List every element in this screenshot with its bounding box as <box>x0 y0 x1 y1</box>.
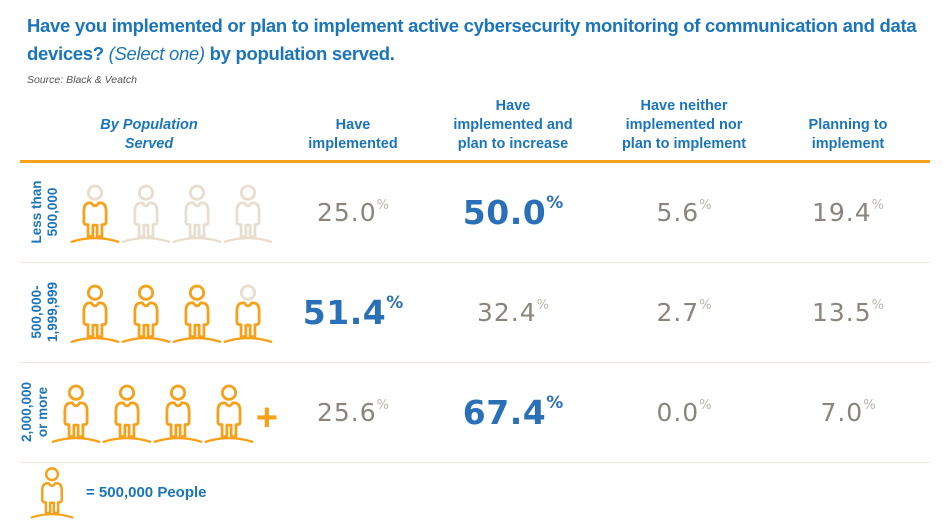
page-title: Have you implemented or plan to implemen… <box>27 12 927 68</box>
header-divider-rule <box>20 159 930 163</box>
person-icon <box>51 383 101 445</box>
person-icon <box>70 283 120 345</box>
value-cell: 0.0% <box>656 397 712 427</box>
person-icon <box>223 283 273 345</box>
pictograph-icons: + <box>51 379 278 445</box>
legend-label: = 500,000 People <box>86 484 207 501</box>
person-icon <box>172 183 222 245</box>
pictograph-icons <box>70 179 273 245</box>
population-cell: Less than 500,000 <box>20 163 278 262</box>
value-cell: 25.6% <box>316 397 390 427</box>
title-suffix: by population served. <box>209 42 395 64</box>
value-cell: 19.4% <box>811 197 885 227</box>
pictograph-icons <box>70 279 273 345</box>
legend-person-icon <box>30 465 74 520</box>
person-icon <box>172 283 222 345</box>
population-cell: 500,000- 1,999,999 <box>20 263 278 362</box>
title-select-note: (Select one) <box>108 42 205 64</box>
population-cell: 2,000,000 or more + <box>19 363 278 462</box>
value-cell: 32.4% <box>476 297 550 327</box>
person-icon <box>223 183 273 245</box>
plus-icon: + <box>255 397 278 439</box>
title-main: Have you implemented or plan to implemen… <box>27 15 917 64</box>
value-cell-highlighted: 67.4% <box>462 392 564 432</box>
source-attribution: Source: Black & Veatch <box>27 73 137 86</box>
row-label-500k-to-2m: 500,000- 1,999,999 <box>28 281 60 343</box>
value-cell-highlighted: 51.4% <box>302 292 404 332</box>
person-icon <box>121 283 171 345</box>
row-label-2m-or-more: 2,000,000 or more <box>19 381 51 443</box>
value-cell: 13.5% <box>811 297 885 327</box>
person-icon <box>153 383 203 445</box>
row-label-less-than-500k: Less than 500,000 <box>28 180 60 244</box>
value-cell: 2.7% <box>656 297 712 327</box>
person-icon <box>204 383 254 445</box>
value-cell-highlighted: 50.0% <box>462 192 564 232</box>
table-header-row: By Population Served Have implemented Ha… <box>20 96 930 160</box>
header-by-population-served: By Population Served <box>100 116 198 152</box>
table-row-less-than-500k: Less than 500,000 25.0% 50.0% 5.6% 19.4% <box>20 163 930 263</box>
table-row-2m-or-more: 2,000,000 or more + 25.6% 67.4% 0.0% 7.0… <box>19 363 930 463</box>
value-cell: 7.0% <box>820 397 876 427</box>
legend: = 500,000 People <box>30 465 943 520</box>
header-neither: Have neither implemented nor plan to imp… <box>621 97 747 152</box>
header-planning-to-implement: Planning to implement <box>808 116 888 152</box>
person-icon <box>70 183 120 245</box>
value-cell: 25.0% <box>316 197 390 227</box>
table-row-500k-to-2m: 500,000- 1,999,999 51.4% 32.4% 2.7% 13.5… <box>20 263 930 363</box>
value-cell: 5.6% <box>656 197 712 227</box>
header-have-implemented: Have implemented <box>308 116 398 152</box>
header-implemented-plan-increase: Have implemented and plan to increase <box>453 97 573 152</box>
person-icon <box>102 383 152 445</box>
person-icon <box>121 183 171 245</box>
